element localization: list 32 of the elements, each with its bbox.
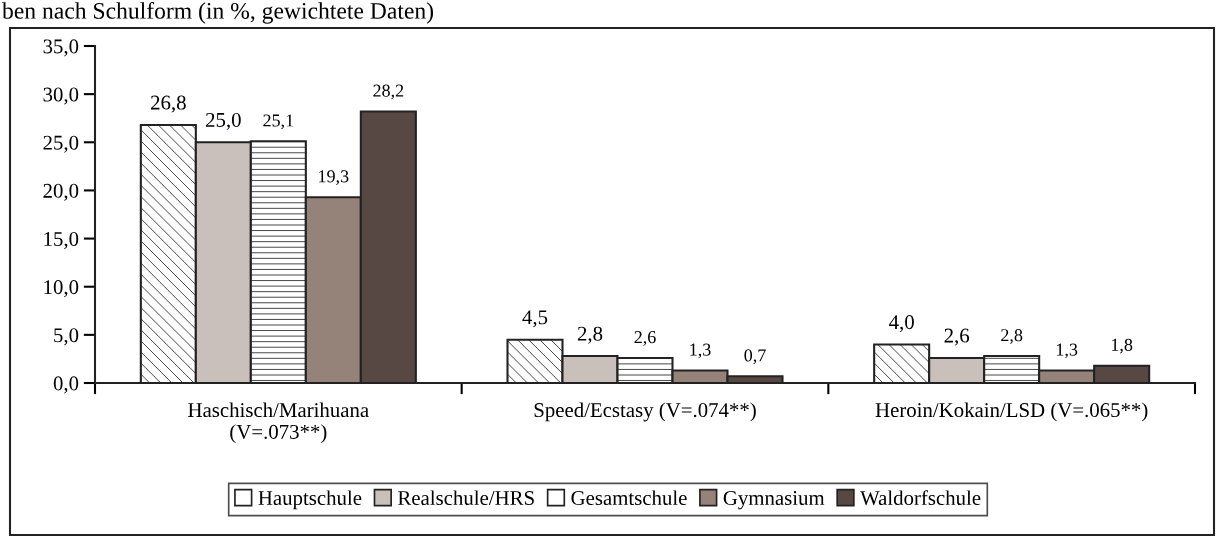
text: 25,0: [206, 112, 241, 130]
legend-label: Gesamtschule: [571, 490, 687, 506]
text: 1,3: [1056, 343, 1078, 359]
chart-title: ben nach Schulform (in %, gewichtete Daten): [2, 2, 434, 24]
text: 28,2: [373, 84, 404, 100]
text: 2,8: [1001, 329, 1023, 344]
x-tick-label: Haschisch/Marihuana (V=.073**): [188, 402, 369, 444]
text: 2,6: [634, 331, 656, 346]
legend-label: Waldorfschule: [860, 490, 981, 506]
y-tick-label: 0,0: [53, 376, 79, 394]
y-tick-label: 25,0: [43, 135, 79, 153]
text: 1,8: [1111, 338, 1133, 354]
text: 4,0: [889, 315, 914, 333]
text: 2,8: [577, 326, 603, 344]
y-tick-label: 10,0: [44, 280, 79, 298]
text: 0,7: [744, 349, 766, 365]
y-tick-label: 35,0: [43, 39, 79, 57]
text: 4,5: [522, 310, 548, 328]
x-tick-label: Speed/Ecstasy (V=.074**): [534, 402, 756, 422]
y-tick-label: 15,0: [44, 231, 79, 249]
legend-label: Gymnasium: [723, 491, 825, 510]
text: 26,8: [151, 95, 186, 113]
y-tick-label: 5,0: [54, 328, 79, 346]
legend-label: Realschule/HRS: [398, 490, 534, 506]
y-tick-label: 20,0: [43, 183, 79, 201]
text: 25,1: [263, 114, 294, 130]
text: 1,3: [690, 343, 711, 359]
y-tick-label: 30,0: [43, 87, 79, 105]
x-tick-label: Heroin/Kokain/LSD (V=.065**): [875, 402, 1148, 422]
text: 19,3: [319, 170, 349, 185]
text: 2,6: [944, 328, 970, 346]
legend-label: Hauptschule: [258, 490, 362, 510]
